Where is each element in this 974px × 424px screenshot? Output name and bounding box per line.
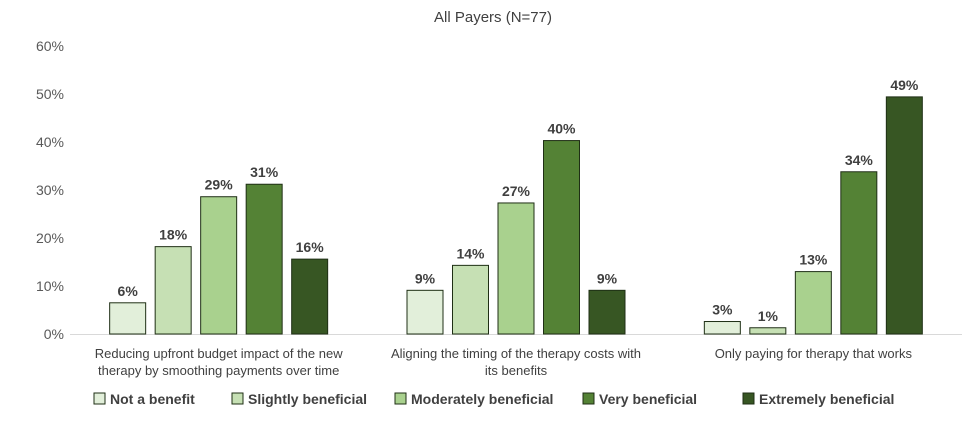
data-label: 1% — [758, 308, 779, 324]
bar — [245, 183, 283, 335]
bar — [543, 140, 580, 335]
bar — [109, 302, 147, 335]
legend-swatch — [582, 392, 595, 405]
data-label: 6% — [118, 283, 139, 299]
bar — [200, 196, 238, 335]
bar — [588, 289, 626, 335]
chart-title: All Payers (N=77) — [434, 9, 552, 26]
data-label: 49% — [890, 77, 919, 93]
data-label: 34% — [845, 152, 874, 168]
data-label: 13% — [799, 252, 828, 268]
bar — [749, 327, 787, 335]
y-tick-label: 10% — [36, 278, 64, 294]
y-tick-label: 0% — [44, 326, 64, 342]
y-tick-label: 20% — [36, 230, 64, 246]
data-label: 3% — [712, 302, 733, 318]
bar — [154, 246, 192, 335]
legend-label: Slightly beneficial — [248, 391, 367, 407]
legend-label: Moderately beneficial — [411, 391, 553, 407]
bar — [840, 171, 878, 335]
legend-label: Not a benefit — [110, 391, 195, 407]
data-label: 40% — [547, 121, 576, 137]
x-category-label: Only paying for therapy that works — [715, 346, 913, 361]
bar — [452, 264, 489, 335]
y-tick-label: 40% — [36, 134, 64, 150]
data-label: 27% — [502, 183, 531, 199]
x-category-label: its benefits — [485, 363, 548, 378]
x-category-label: therapy by smoothing payments over time — [98, 363, 339, 378]
bar — [497, 202, 535, 335]
legend-label: Extremely beneficial — [759, 391, 894, 407]
legend-label: Very beneficial — [599, 391, 697, 407]
bar — [885, 96, 923, 335]
data-label: 9% — [597, 270, 618, 286]
data-label: 29% — [205, 177, 234, 193]
x-category-label: Aligning the timing of the therapy costs… — [391, 346, 641, 361]
legend-swatch — [93, 392, 106, 405]
y-tick-label: 50% — [36, 86, 64, 102]
data-label: 31% — [250, 164, 279, 180]
data-label: 14% — [456, 245, 485, 261]
data-label: 9% — [415, 270, 436, 286]
legend-swatch — [394, 392, 407, 405]
bar — [406, 289, 444, 335]
x-category-label: Reducing upfront budget impact of the ne… — [95, 346, 343, 361]
bar — [703, 321, 741, 335]
legend-swatch — [742, 392, 755, 405]
y-tick-label: 60% — [36, 38, 64, 54]
y-tick-label: 30% — [36, 182, 64, 198]
data-label: 16% — [296, 239, 325, 255]
legend-swatch — [231, 392, 244, 405]
bar — [291, 258, 329, 335]
bar — [794, 271, 832, 335]
data-label: 18% — [159, 227, 188, 243]
